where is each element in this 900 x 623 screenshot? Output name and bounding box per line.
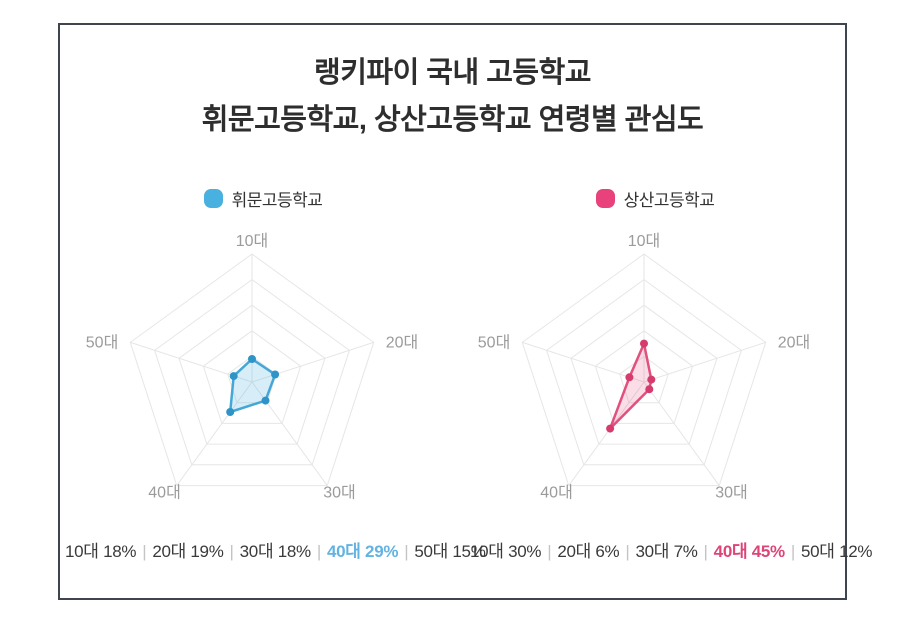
legend-dot-icon xyxy=(203,188,223,208)
data-polygon xyxy=(608,342,653,430)
stat-item-40대: 40대 29% xyxy=(326,542,399,561)
legend-label: 휘문고등학교 xyxy=(231,190,323,210)
grid-spoke xyxy=(568,381,645,486)
grid-ring xyxy=(178,304,326,445)
axis-label-0: 10대 xyxy=(628,232,661,250)
grid-ring xyxy=(129,253,375,487)
data-point xyxy=(640,339,648,348)
grid-ring xyxy=(154,278,350,466)
data-point xyxy=(625,373,634,382)
stat-item-20대: 20대 19% xyxy=(152,542,224,561)
stat-item-10대: 10대 30% xyxy=(470,542,542,561)
chart-card: 랭키파이 국내 고등학교 휘문고등학교, 상산고등학교 연령별 관심도 휘문고등… xyxy=(58,23,873,600)
axis-label-2: 30대 xyxy=(323,484,356,502)
legend-label: 상산고등학교 xyxy=(623,190,715,210)
radar-chart-hwimun: 10대 20대 30대 40대 50대 xyxy=(86,232,419,502)
grid-spoke xyxy=(643,381,720,486)
stats-separator: | xyxy=(703,542,708,561)
radar-chart-sangsan: 10대 20대 30대 40대 50대 xyxy=(478,232,811,502)
stat-item-30대: 30대 18% xyxy=(239,542,312,561)
stats-separator: | xyxy=(625,542,630,561)
stats-row-hwimun: 10대 18% | 20대 19% | 30대 18% | 40대 29% | 50대 15% xyxy=(65,537,486,562)
axis-label-0: 10대 xyxy=(236,232,269,250)
grid-ring xyxy=(594,330,694,424)
stat-item-20대: 20대 6% xyxy=(557,542,620,561)
stats-separator: | xyxy=(142,542,147,561)
stats-separator: | xyxy=(229,542,234,561)
title-line-1: 랭키파이 국내 고등학교 xyxy=(314,57,591,89)
grid-ring xyxy=(570,304,718,445)
stats-row-sangsan: 10대 30% | 20대 6% | 30대 7% | 40대 45% | 50대 12% xyxy=(470,537,873,562)
stat-item-50대: 50대 15% xyxy=(414,542,486,561)
grid-ring xyxy=(619,355,669,404)
axis-label-3: 40대 xyxy=(540,484,573,502)
data-point xyxy=(606,424,615,433)
data-point xyxy=(647,375,656,384)
stat-item-40대: 40대 45% xyxy=(713,542,786,561)
grid-spoke xyxy=(522,341,645,383)
data-point xyxy=(229,372,238,381)
grid-spoke xyxy=(643,341,766,383)
chart-title: 랭키파이 국내 고등학교 휘문고등학교, 상산고등학교 연령별 관심도 xyxy=(60,50,845,144)
axis-label-4: 50대 xyxy=(478,333,511,351)
legend-hwimun: 휘문고등학교 xyxy=(93,186,433,210)
legend-sangsan: 상산고등학교 xyxy=(485,186,825,210)
grid-ring xyxy=(202,330,302,424)
data-point xyxy=(226,408,235,416)
grid-ring xyxy=(546,278,742,466)
grid-spoke xyxy=(176,381,253,486)
axis-label-4: 50대 xyxy=(86,333,119,351)
axis-label-3: 40대 xyxy=(148,484,181,502)
data-point xyxy=(271,370,280,379)
data-point xyxy=(248,355,256,363)
stats-separator: | xyxy=(547,542,552,561)
axis-label-1: 20대 xyxy=(386,333,419,351)
axis-label-1: 20대 xyxy=(778,333,811,351)
legend-dot-icon xyxy=(595,188,615,208)
stats-separator: | xyxy=(316,542,321,561)
axis-label-2: 30대 xyxy=(715,484,748,502)
data-point xyxy=(261,396,270,405)
stats-separator: | xyxy=(790,542,795,561)
grid-ring xyxy=(521,253,767,487)
stat-item-50대: 50대 12% xyxy=(801,542,873,561)
title-line-2: 휘문고등학교, 상산고등학교 연령별 관심도 xyxy=(201,104,704,136)
stats-separator: | xyxy=(404,542,409,561)
stat-item-10대: 10대 18% xyxy=(65,542,137,561)
stat-item-30대: 30대 7% xyxy=(635,542,698,561)
data-point xyxy=(645,385,654,394)
